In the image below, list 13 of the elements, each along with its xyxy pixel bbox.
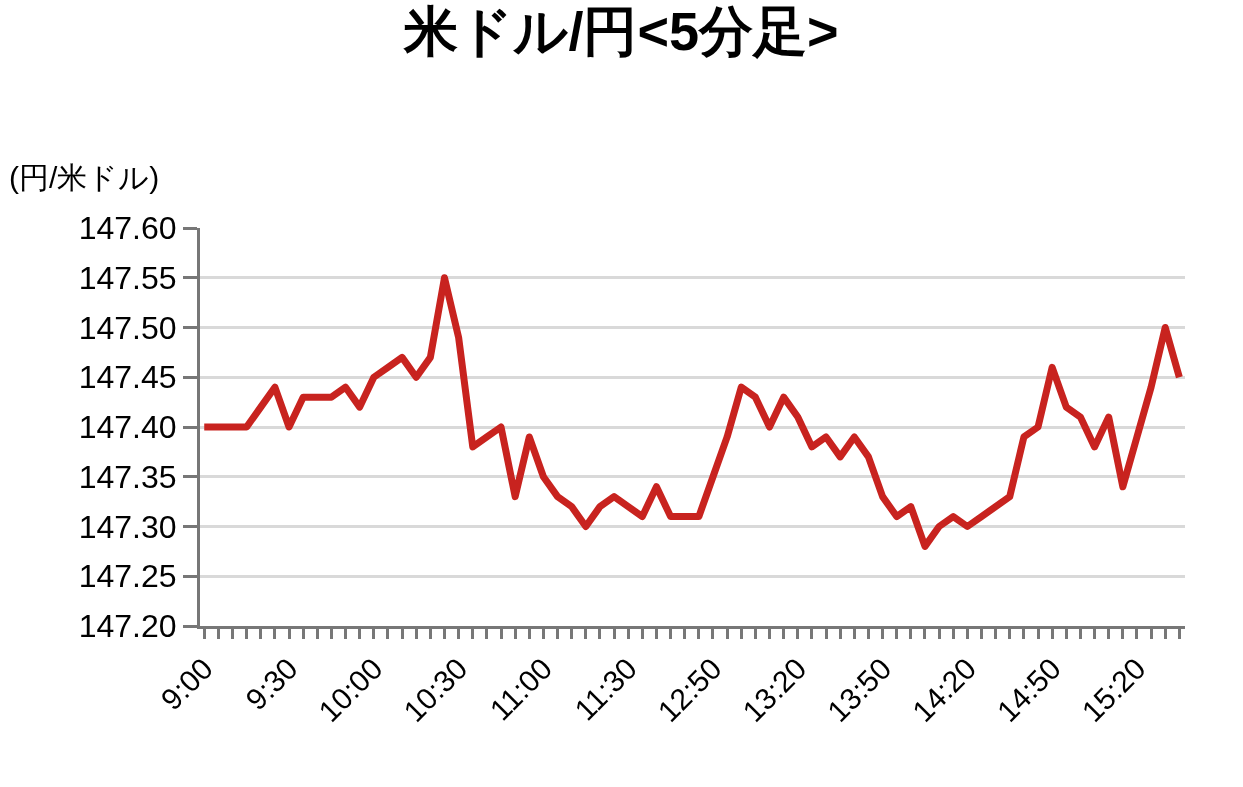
- y-tick-label: 147.60: [78, 210, 177, 247]
- y-tick-label: 147.40: [78, 409, 177, 446]
- y-tick-label: 147.30: [78, 508, 177, 545]
- y-tick-label: 147.35: [78, 458, 177, 495]
- y-tick-label: 147.55: [78, 259, 177, 296]
- x-tick-label: 9:00: [154, 651, 220, 717]
- chart-title: 米ドル/円<5分足>: [403, 0, 839, 61]
- y-tick-label: 147.50: [78, 309, 177, 346]
- y-tick-label: 147.20: [78, 608, 177, 645]
- y-tick-label: 147.45: [78, 359, 177, 396]
- y-tick-label: 147.25: [78, 558, 177, 595]
- y-axis-title: (円/米ドル): [9, 161, 160, 194]
- x-tick-label: 9:30: [239, 651, 304, 717]
